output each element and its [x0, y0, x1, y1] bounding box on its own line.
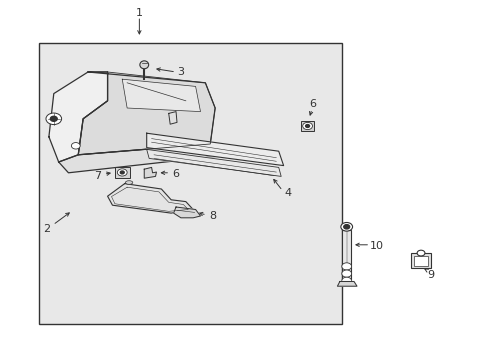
Text: 10: 10	[369, 240, 383, 251]
Text: 5: 5	[180, 92, 186, 102]
Polygon shape	[146, 149, 281, 176]
Circle shape	[120, 171, 124, 174]
Polygon shape	[59, 144, 229, 173]
Text: 6: 6	[309, 99, 316, 109]
Circle shape	[341, 277, 351, 284]
Text: 4: 4	[284, 188, 290, 198]
Polygon shape	[144, 167, 156, 178]
Text: 1: 1	[136, 8, 142, 18]
Bar	[342, 230, 350, 283]
Circle shape	[341, 263, 351, 270]
Circle shape	[340, 222, 352, 231]
Circle shape	[416, 250, 424, 256]
Text: 3: 3	[177, 67, 184, 77]
Polygon shape	[78, 72, 215, 155]
Circle shape	[46, 113, 61, 125]
Polygon shape	[122, 79, 200, 112]
Circle shape	[343, 225, 349, 229]
Text: 8: 8	[209, 211, 216, 221]
Circle shape	[117, 169, 127, 176]
Bar	[39, 43, 342, 324]
Circle shape	[305, 125, 309, 127]
Bar	[300, 121, 314, 131]
Polygon shape	[49, 72, 107, 162]
Bar	[410, 253, 430, 268]
Polygon shape	[146, 133, 283, 166]
Polygon shape	[78, 72, 215, 155]
Bar	[413, 256, 427, 266]
Circle shape	[71, 143, 80, 149]
Circle shape	[302, 122, 312, 130]
Text: 2: 2	[43, 224, 50, 234]
Polygon shape	[337, 282, 356, 286]
Text: 6: 6	[172, 169, 179, 179]
Circle shape	[341, 270, 351, 277]
Polygon shape	[107, 184, 193, 213]
Ellipse shape	[140, 61, 148, 69]
Bar	[115, 167, 129, 178]
Polygon shape	[173, 207, 200, 218]
Ellipse shape	[125, 181, 133, 184]
Circle shape	[50, 116, 57, 121]
Text: 7: 7	[94, 171, 101, 181]
Polygon shape	[168, 112, 177, 124]
Text: 9: 9	[427, 270, 434, 280]
